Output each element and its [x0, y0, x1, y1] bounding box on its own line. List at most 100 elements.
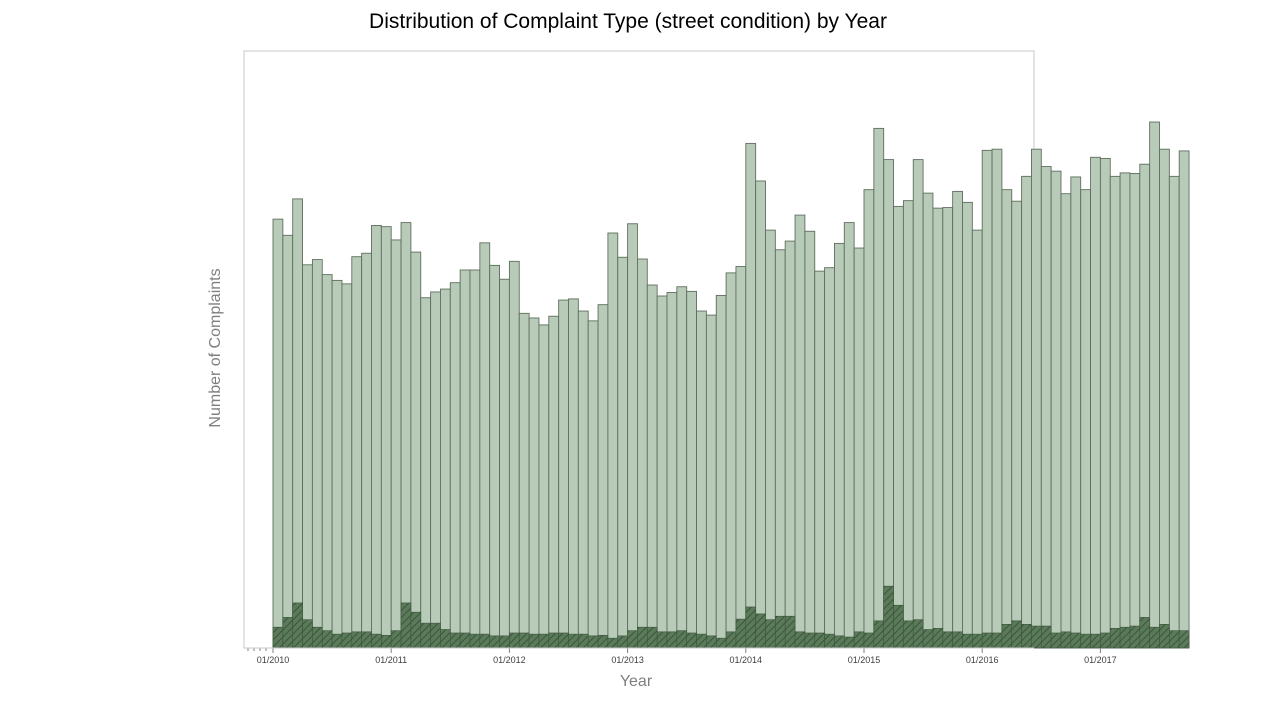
bar-highlight [1129, 625, 1141, 649]
bar-highlight [459, 632, 471, 649]
bar-highlight [400, 602, 412, 649]
bar-total [696, 310, 707, 649]
bar-highlight [942, 631, 953, 649]
bar-highlight [371, 633, 382, 649]
bar-total [548, 315, 560, 649]
bar-total [341, 283, 353, 649]
bar-highlight [1041, 625, 1052, 649]
bar-total [351, 256, 363, 649]
bar-highlight [794, 631, 806, 649]
bar-highlight [361, 631, 372, 649]
bar-highlight [381, 634, 392, 649]
bar-total [784, 240, 796, 649]
bar-highlight [1090, 633, 1101, 649]
y-axis-label: Number of Complaints [207, 268, 224, 427]
x-tick-label: 01/2014 [730, 655, 763, 665]
bar-highlight [489, 635, 500, 649]
bar-total [577, 310, 589, 649]
bar-highlight [479, 633, 491, 649]
bar-total [991, 148, 1003, 649]
bar-total [765, 229, 776, 649]
bar-highlight [853, 631, 865, 649]
bar-highlight [932, 628, 944, 649]
bar-highlight [952, 631, 963, 649]
bar-highlight [903, 620, 914, 649]
bar-total [824, 267, 835, 649]
bar-total [272, 218, 284, 649]
bar-highlight [292, 602, 303, 649]
bar-total [469, 269, 481, 649]
bar-total [331, 279, 343, 649]
bar-highlight [1050, 632, 1062, 649]
bar-total [1099, 157, 1111, 649]
bar-total [1021, 175, 1032, 649]
bar-highlight [587, 635, 599, 649]
x-tick-label: 01/2011 [375, 655, 407, 665]
bar-total [942, 207, 954, 649]
bar-total [311, 259, 323, 649]
bar-highlight [1109, 628, 1121, 649]
bar-highlight [272, 626, 284, 649]
bar-total [518, 312, 530, 649]
bar-total [282, 234, 294, 649]
bar-total [1109, 175, 1121, 649]
bar-highlight [637, 626, 648, 649]
bar-total [804, 230, 816, 649]
bar-total [410, 251, 422, 649]
bar-total [1119, 172, 1131, 649]
bar-total [420, 297, 432, 649]
bar-highlight [755, 613, 766, 649]
bar-total [489, 264, 501, 649]
bar-total [528, 317, 540, 649]
bar-total [676, 286, 688, 649]
bar-total [814, 270, 826, 649]
x-tick-label: 01/2015 [848, 655, 881, 665]
bar-total [774, 249, 786, 649]
bar-highlight [863, 632, 875, 649]
bar-total [725, 272, 737, 649]
bar-total [863, 189, 875, 649]
bar-highlight [528, 633, 540, 649]
bar-highlight [814, 632, 825, 649]
bar-total [705, 314, 717, 649]
bar-highlight [321, 630, 333, 649]
bar-highlight [351, 631, 362, 649]
bar-highlight [312, 626, 323, 649]
bar-highlight [1031, 625, 1042, 649]
bar-highlight [558, 632, 569, 649]
bar-total [745, 142, 757, 649]
bar-total [932, 207, 944, 649]
bar-total [715, 294, 727, 649]
bar-highlight [972, 633, 983, 649]
bar-highlight [912, 619, 924, 649]
bar-highlight [518, 632, 530, 649]
bar-total [1070, 176, 1082, 649]
chart-title: Distribution of Complaint Type (street c… [369, 10, 887, 33]
bar-total [1011, 200, 1023, 649]
bar-total [1030, 148, 1042, 649]
bar-total [321, 274, 333, 649]
bar-total [617, 256, 629, 649]
bar-highlight [656, 631, 668, 649]
bar-total [587, 320, 599, 649]
bar-highlight [597, 634, 609, 649]
bar-total [1060, 193, 1072, 649]
bar-total [656, 295, 668, 649]
bar-total [1139, 163, 1151, 649]
bar-highlight [715, 637, 727, 649]
bar-highlight [627, 630, 638, 649]
bar-total [292, 198, 304, 649]
bar-total [981, 149, 993, 649]
bar-highlight [282, 617, 294, 649]
x-axis-ticks: 01/2010 01/2011 01/2012 01/2013 01/2014 01/20… [247, 648, 1117, 665]
bar-highlight [883, 585, 894, 649]
bar-highlight [962, 633, 973, 649]
bar-total [893, 205, 904, 649]
bar-highlight [873, 620, 884, 649]
bar-total [508, 260, 520, 649]
bar-highlight [499, 635, 510, 649]
bar-total [1080, 189, 1091, 649]
bar-highlight [981, 632, 993, 649]
bar-highlight [449, 632, 461, 649]
bar-highlight [824, 633, 835, 649]
